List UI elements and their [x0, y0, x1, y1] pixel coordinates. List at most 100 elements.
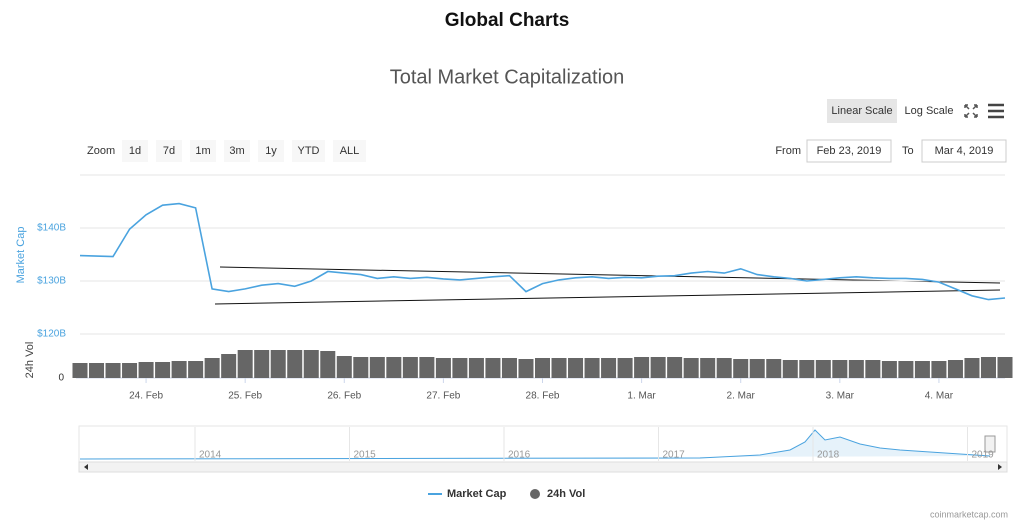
volume-bar	[700, 358, 716, 378]
zoom-button[interactable]	[190, 140, 216, 162]
volume-bar	[716, 358, 732, 378]
navigator-handle[interactable]	[984, 435, 996, 453]
legend: Market Cap 24h Vol	[428, 488, 585, 500]
volume-bar	[667, 357, 683, 378]
scale-button-label[interactable]: Log Scale	[905, 105, 954, 117]
volume-bar	[122, 363, 138, 378]
x-tick-label: 1. Mar	[627, 391, 656, 402]
volume-bar	[980, 357, 996, 378]
y-tick-label: $130B	[37, 276, 66, 287]
volume-bar	[518, 359, 534, 378]
volume-bar	[551, 358, 567, 378]
y-axis-label: Market Cap	[15, 227, 27, 284]
navigator-label: 2019	[972, 450, 995, 461]
volume-bar	[947, 360, 963, 378]
zoom-button[interactable]	[333, 140, 366, 162]
linear-scale-button[interactable]	[827, 99, 897, 123]
volume-bar	[766, 359, 782, 378]
volume-bar	[584, 358, 600, 378]
volume-bar	[452, 358, 468, 378]
to-value[interactable]: Mar 4, 2019	[935, 145, 994, 157]
volume-bar	[237, 350, 253, 378]
volume-bar	[733, 359, 749, 378]
zoom-button-label[interactable]: 1m	[195, 145, 210, 157]
volume-bar	[320, 351, 336, 378]
volume-bar	[881, 361, 897, 378]
x-tick-label: 25. Feb	[228, 391, 262, 402]
zoom-button-label[interactable]: YTD	[298, 145, 320, 157]
zoom-button[interactable]	[122, 140, 148, 162]
volume-bar	[402, 357, 418, 378]
volume-bar	[931, 361, 947, 378]
volume-bar	[221, 354, 237, 378]
x-tick-label: 4. Mar	[925, 391, 954, 402]
zoom-button[interactable]	[224, 140, 250, 162]
navigator-label: 2018	[817, 450, 840, 461]
volume-bar	[353, 357, 369, 378]
x-tick-label: 3. Mar	[826, 391, 855, 402]
x-tick-label: 27. Feb	[426, 391, 460, 402]
menu-icon[interactable]	[988, 103, 1004, 119]
volume-bar	[204, 358, 220, 378]
volume-bar	[634, 357, 650, 378]
zoom-button-label[interactable]: 3m	[229, 145, 244, 157]
zoom-label: Zoom	[87, 145, 115, 157]
volume-bar	[485, 358, 501, 378]
volume-bar	[799, 360, 815, 378]
volume-bar	[601, 358, 617, 378]
volume-bar	[749, 359, 765, 378]
volume-bar	[468, 358, 484, 378]
legend-label[interactable]: Market Cap	[447, 488, 507, 500]
volume-bar	[270, 350, 286, 378]
volume-bar	[997, 357, 1013, 378]
scale-button-label[interactable]: Linear Scale	[831, 105, 892, 117]
volume-bar	[898, 361, 914, 378]
trend-lines	[214, 266, 1001, 305]
volume-bar	[435, 358, 451, 378]
volume-bar	[188, 361, 204, 378]
fullscreen-icon[interactable]	[964, 104, 978, 118]
zoom-button-label[interactable]: 1y	[265, 145, 277, 157]
zoom-button[interactable]	[258, 140, 284, 162]
volume-bar	[964, 358, 980, 378]
volume-bar	[848, 360, 864, 378]
navigator-label: 2014	[199, 450, 222, 461]
x-tick-label: 26. Feb	[327, 391, 361, 402]
volume-bar	[568, 358, 584, 378]
volume-bar	[501, 358, 517, 378]
x-tick-label: 2. Mar	[727, 391, 756, 402]
zoom-button-label[interactable]: ALL	[340, 145, 360, 157]
market-cap-line	[79, 202, 1006, 301]
volume-bar	[369, 357, 385, 378]
navigator-scrollbar[interactable]	[78, 461, 1008, 473]
x-tick-label: 24. Feb	[129, 391, 163, 402]
volume-bar	[303, 350, 319, 378]
volume-bar	[336, 356, 352, 378]
zoom-button[interactable]	[292, 140, 325, 162]
volume-bar	[534, 358, 551, 378]
volume-bar	[650, 357, 666, 378]
volume-bar	[89, 363, 105, 378]
volume-bar	[683, 358, 699, 378]
zoom-button[interactable]	[156, 140, 182, 162]
zoom-button-label[interactable]: 7d	[163, 145, 175, 157]
zoom-buttons: 1d 7d 1m 3m 1y YTD ALL	[122, 140, 366, 162]
page-title: Global Charts	[445, 10, 570, 31]
volume-bar	[617, 358, 633, 378]
volume-bar	[386, 357, 402, 378]
y-tick-label: $140B	[37, 223, 66, 234]
y2-tick-label: 0	[58, 373, 64, 384]
from-value[interactable]: Feb 23, 2019	[817, 145, 882, 157]
y-tick-label: $120B	[37, 329, 66, 340]
zoom-button-label[interactable]: 1d	[129, 145, 141, 157]
to-input[interactable]	[921, 139, 1007, 163]
from-input[interactable]	[806, 139, 892, 163]
navigator-label: 2016	[508, 450, 531, 461]
legend-label[interactable]: 24h Vol	[547, 488, 585, 500]
volume-bar	[138, 362, 154, 378]
volume-bar	[815, 360, 831, 378]
volume-bar	[914, 361, 930, 378]
x-tick-label: 28. Feb	[526, 391, 560, 402]
to-label: To	[902, 145, 914, 157]
